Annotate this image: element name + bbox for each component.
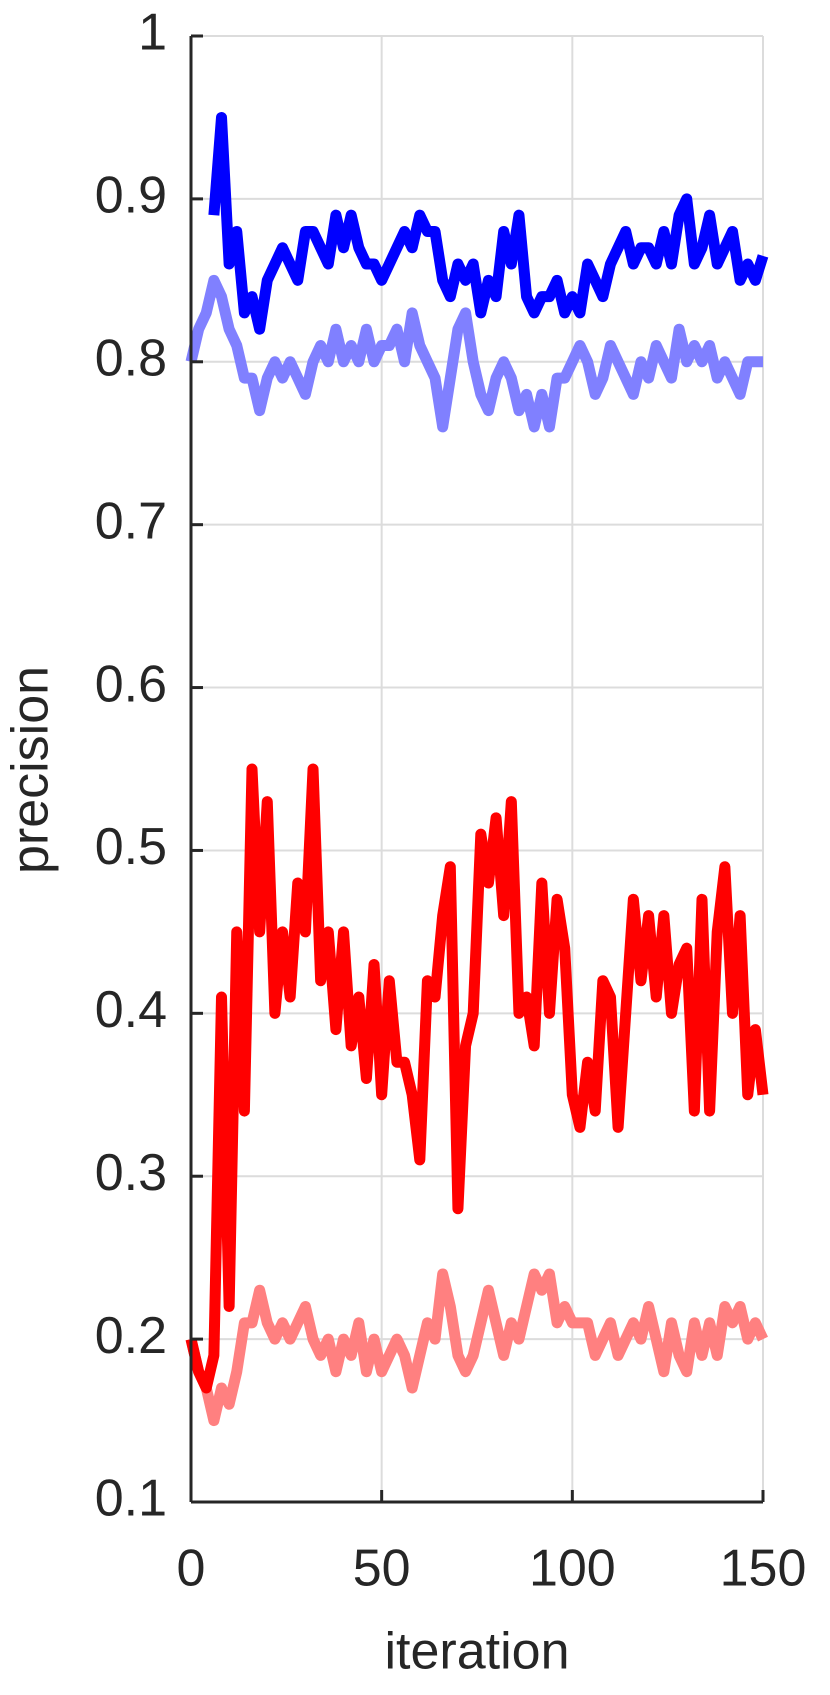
x-tick-label: 100 xyxy=(529,1540,616,1598)
series-line xyxy=(185,763,769,1394)
x-tick-label: 150 xyxy=(720,1540,807,1598)
y-tick-label: 0.5 xyxy=(95,818,167,876)
y-tick-label: 0.7 xyxy=(95,492,167,550)
y-axis-label: precision xyxy=(2,666,60,874)
y-tick-label: 0.2 xyxy=(95,1307,167,1365)
x-axis-label: iteration xyxy=(385,1623,570,1681)
series-line xyxy=(185,1268,768,1427)
y-tick-label: 0.4 xyxy=(95,981,167,1039)
y-tick-label: 0.8 xyxy=(95,330,167,388)
y-tick-label: 1 xyxy=(138,4,167,62)
series-line xyxy=(185,274,763,433)
y-tick-label: 0.9 xyxy=(95,167,167,225)
y-tick-label: 0.6 xyxy=(95,655,167,713)
y-tick-label: 0.3 xyxy=(95,1144,167,1202)
series-line xyxy=(208,111,769,335)
y-tick-label: 0.1 xyxy=(95,1470,167,1528)
x-tick-label: 0 xyxy=(177,1540,206,1598)
x-tick-label: 50 xyxy=(353,1540,411,1598)
